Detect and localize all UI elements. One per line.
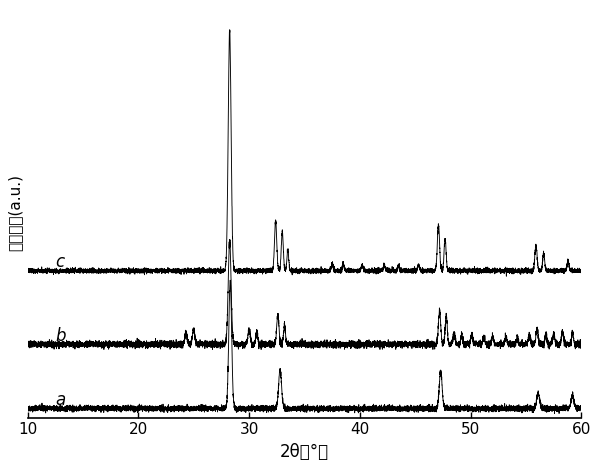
Y-axis label: 相对强度(a.u.): 相对强度(a.u.): [7, 174, 22, 251]
Text: b: b: [55, 327, 66, 345]
Text: c: c: [55, 253, 65, 271]
X-axis label: 2θ（°）: 2θ（°）: [280, 443, 329, 461]
Text: a: a: [55, 391, 65, 409]
